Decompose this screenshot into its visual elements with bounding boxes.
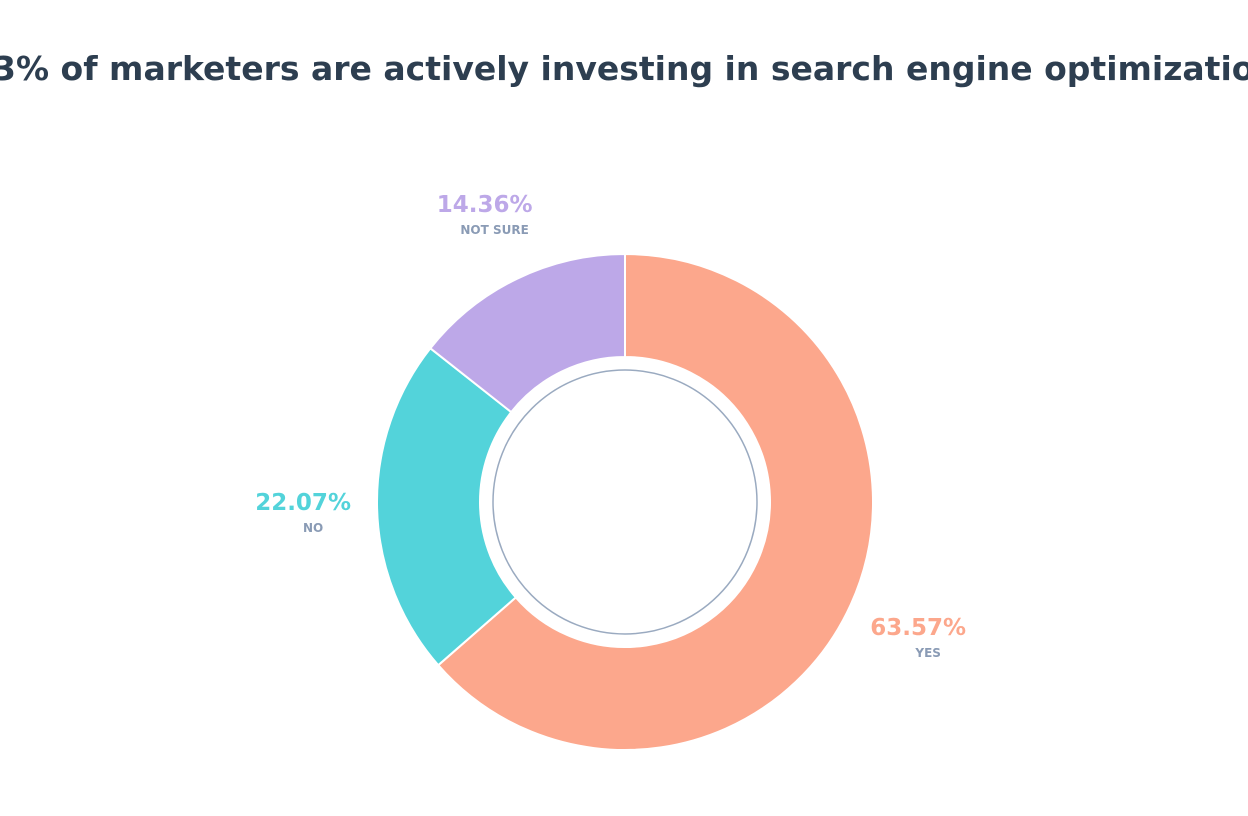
donut-slice: [428, 252, 626, 414]
category-label: YES: [914, 646, 941, 660]
chart-title: 63% of marketers are actively investing …: [0, 49, 1248, 88]
donut-slice: [436, 252, 874, 751]
value-label: 22.07%: [255, 490, 351, 516]
inner-ring: [492, 369, 758, 635]
value-label: 63.57%: [870, 615, 966, 641]
category-label: NOT SURE: [460, 223, 528, 237]
value-label: 14.36%: [437, 192, 533, 218]
donut-slice: [376, 346, 518, 667]
category-label: NO: [303, 521, 323, 535]
